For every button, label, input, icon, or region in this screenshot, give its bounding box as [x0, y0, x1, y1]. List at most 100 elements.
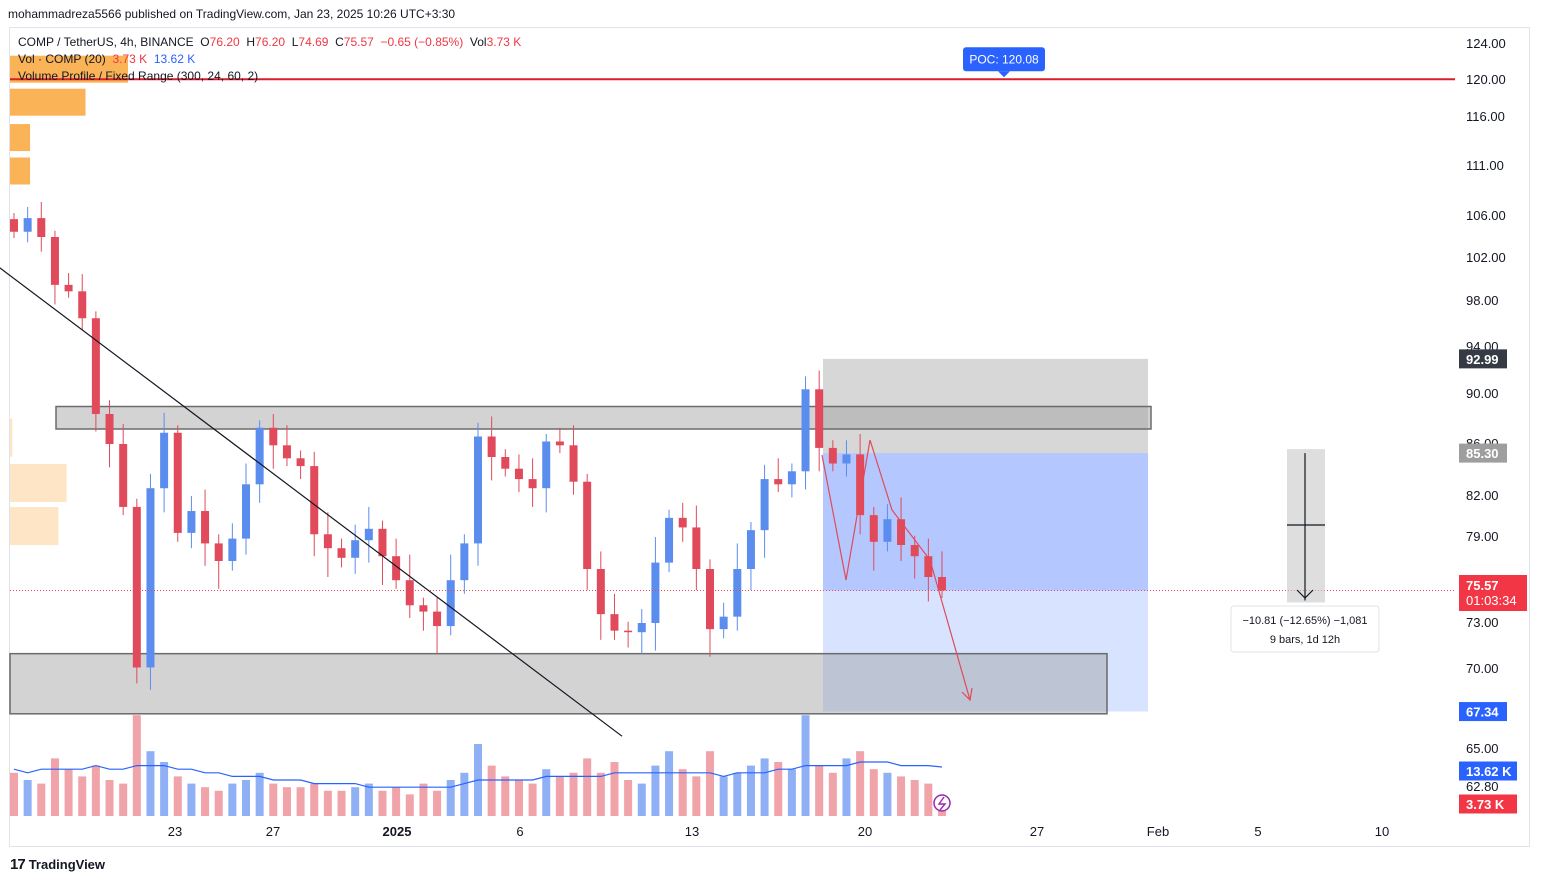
candle-body — [596, 569, 605, 615]
volume-bar — [583, 758, 592, 816]
candle-body — [64, 284, 73, 292]
volume-bar — [569, 772, 578, 816]
volume-bar — [364, 783, 373, 816]
volume-bar — [405, 794, 414, 816]
volume-ma-label-text: 13.62 K — [1466, 764, 1512, 779]
volume-bar — [487, 765, 496, 816]
volume-bar — [228, 783, 237, 816]
candle-body — [610, 614, 619, 631]
candle-body — [255, 427, 264, 485]
volume-bar — [924, 783, 933, 816]
legend-change: −0.65 (−0.85%) — [380, 35, 464, 49]
volume-bar — [665, 751, 674, 816]
volume-indicator-name[interactable]: Vol · COMP (20) — [18, 52, 106, 66]
candle-body — [733, 569, 742, 617]
candle-body — [746, 530, 755, 569]
legend-ohlc-row: COMP / TetherUS, 4h, BINANCE O76.20 H76.… — [18, 34, 521, 51]
volume-bar — [119, 783, 128, 816]
volume-bar — [460, 772, 469, 816]
tradingview-logo-icon: 17 — [10, 856, 26, 873]
stop-price-label-bg — [1459, 349, 1507, 369]
measure-box — [1287, 449, 1325, 603]
legend-vol-label: Vol — [469, 35, 487, 49]
candle-body — [719, 616, 728, 630]
last-price-label-bg — [1459, 575, 1527, 611]
x-axis-tick: 23 — [168, 824, 182, 839]
volume-bar — [610, 762, 619, 816]
candle-body — [583, 481, 592, 569]
footer-brand[interactable]: 17 TradingView — [10, 856, 105, 873]
volume-bar — [282, 787, 291, 816]
volume-indicator-value: 3.73 K — [112, 52, 148, 66]
candle-body — [528, 479, 537, 489]
volume-bar — [815, 765, 824, 816]
candle-body — [910, 545, 919, 557]
volume-bar — [692, 776, 701, 816]
legend-high: 76.20 — [255, 35, 286, 49]
volume-bar — [596, 772, 605, 816]
y-axis-tick: 98.00 — [1466, 293, 1499, 308]
volume-profile-name[interactable]: Volume Profile / Fixed Range (300, 24, 6… — [18, 69, 259, 83]
y-axis-tick: 62.80 — [1466, 779, 1499, 794]
candle-body — [883, 519, 892, 542]
volume-bar — [296, 787, 305, 816]
candle-body — [501, 457, 510, 469]
candle-body — [651, 562, 660, 623]
volume-last-label-bg — [1459, 794, 1517, 814]
y-axis-tick: 90.00 — [1466, 386, 1499, 401]
short-position-target-zone — [823, 590, 1148, 712]
candle-body — [337, 548, 346, 558]
volume-bar — [269, 783, 278, 816]
volume-profile-bar — [10, 88, 86, 116]
volume-bar — [201, 787, 210, 816]
candle-body — [10, 219, 18, 232]
candle-body — [37, 218, 46, 237]
entry-price-label-bg — [1459, 443, 1507, 463]
volume-bar — [842, 758, 851, 816]
candle-body — [433, 611, 442, 627]
x-axis-tick: 27 — [1030, 824, 1044, 839]
volume-profile-bar — [10, 124, 31, 152]
candle-body — [405, 580, 414, 606]
y-axis-tick: 73.00 — [1466, 615, 1499, 630]
measure-arrowhead — [1296, 589, 1314, 599]
candle-body — [91, 318, 100, 414]
candle-body — [310, 466, 319, 535]
candle-body — [760, 479, 769, 531]
candle-body — [555, 441, 564, 446]
y-axis-tick: 116.00 — [1466, 109, 1505, 124]
candle-body — [787, 471, 796, 485]
volume-bar — [23, 780, 32, 816]
candle-body — [132, 506, 141, 668]
candle-body — [282, 445, 291, 459]
support-zone — [9, 652, 1108, 715]
candle-body — [706, 569, 714, 630]
lightning-icon — [933, 794, 951, 812]
volume-bar — [624, 780, 633, 816]
entry-price-label-text: 85.30 — [1466, 446, 1499, 461]
y-axis-tick: 79.00 — [1466, 529, 1499, 544]
volume-bar — [146, 751, 155, 816]
stop-price-label-text: 92.99 — [1466, 352, 1499, 367]
candle-body — [542, 441, 551, 489]
volume-bar — [910, 780, 919, 816]
volume-last-label-text: 3.73 K — [1466, 797, 1505, 812]
x-axis-tick: 13 — [685, 824, 699, 839]
volume-bar — [64, 769, 73, 816]
legend-symbol[interactable]: COMP / TetherUS, 4h, BINANCE — [18, 35, 194, 49]
candle-body — [351, 540, 360, 558]
volume-last-label: 3.73 K — [1459, 794, 1517, 814]
measure-readout-line1: −10.81 (−12.65%) −1,081 — [1242, 615, 1367, 627]
candle-body — [856, 454, 865, 516]
y-axis-tick: 70.00 — [1466, 661, 1499, 676]
candle-body — [105, 414, 114, 444]
poc-label-bg — [963, 47, 1045, 72]
y-axis-tick: 106.00 — [1466, 208, 1506, 223]
volume-profile-bar — [10, 55, 128, 83]
volume-bar — [378, 790, 387, 816]
volume-bar — [242, 780, 250, 816]
volume-bar — [787, 769, 796, 816]
volume-bar — [501, 776, 510, 816]
